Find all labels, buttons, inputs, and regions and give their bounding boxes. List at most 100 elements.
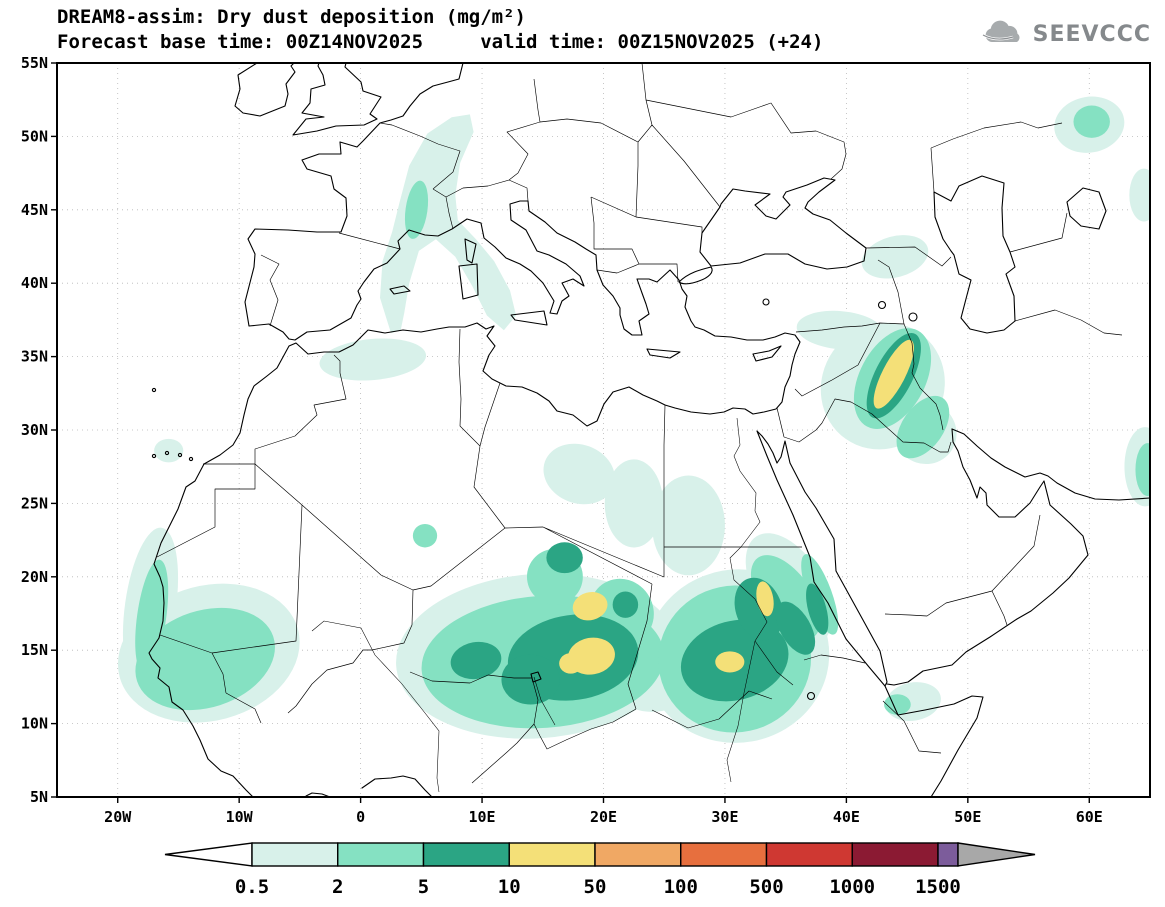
coast-gulf-of-guinea bbox=[305, 775, 433, 797]
coast-eurafrica bbox=[148, 63, 801, 797]
island-canary-1 bbox=[151, 453, 157, 459]
colorbar-tick-label: 5 bbox=[418, 876, 429, 898]
lat-tick-label: 50N bbox=[21, 127, 48, 145]
colorbar-tick-label: 1500 bbox=[915, 876, 961, 898]
lat-tick-label: 45N bbox=[21, 201, 48, 219]
island-canary-2 bbox=[164, 450, 170, 456]
lake-urmia bbox=[908, 312, 918, 322]
lat-tick-label: 40N bbox=[21, 274, 48, 292]
dust-region-chad-yellow-north bbox=[572, 591, 608, 621]
dust-region-canary-pale bbox=[154, 438, 184, 463]
colorbar: 0.5 2 5 10 50 100 500 1000 1500 bbox=[164, 842, 1036, 898]
dust-region-chad-yellow-west bbox=[559, 653, 583, 674]
dust-region-djibouti-mint bbox=[884, 694, 911, 715]
dust-deposition-fills bbox=[117, 96, 1150, 743]
lon-tick-label: 50E bbox=[954, 808, 981, 826]
island-mallorca bbox=[389, 285, 411, 295]
colorbar-segment bbox=[594, 842, 682, 867]
borders-middle-east bbox=[776, 246, 1123, 626]
colorbar-above-arrow bbox=[957, 842, 1036, 867]
dust-region-east-edge-mint bbox=[1135, 443, 1150, 497]
dust-region-iraq-yellow bbox=[873, 339, 914, 409]
coast-black-sea bbox=[699, 177, 867, 270]
lon-tick-label: 10E bbox=[469, 808, 496, 826]
coast-great-britain bbox=[292, 63, 382, 136]
country-borders bbox=[156, 63, 1123, 784]
dust-region-hoggar-mint bbox=[412, 523, 438, 548]
dust-region-caucasus-pale bbox=[861, 235, 929, 279]
coast-arabia bbox=[886, 428, 1089, 686]
coast-marmara bbox=[678, 266, 713, 285]
coast-caspian-sea bbox=[933, 175, 1016, 334]
colorbar-segment bbox=[251, 842, 339, 867]
lake-tuz bbox=[762, 298, 770, 306]
dust-region-senegal-coast-mint bbox=[135, 559, 169, 674]
colorbar-tick-label: 50 bbox=[584, 876, 607, 898]
lat-tick-label: 30N bbox=[21, 421, 48, 439]
colorbar-below-arrow bbox=[164, 842, 253, 867]
island-sicily bbox=[510, 310, 548, 326]
island-canary-3 bbox=[177, 452, 183, 458]
island-cyprus bbox=[752, 345, 782, 362]
lake-tana bbox=[806, 691, 816, 701]
island-canary-4 bbox=[188, 456, 194, 462]
colorbar-segment bbox=[337, 842, 425, 867]
logo-text: SEEVCCC bbox=[1032, 21, 1151, 47]
forecast-time-line: Forecast base time: 00Z14NOV2025 valid t… bbox=[57, 31, 824, 53]
colorbar-tick-label: 500 bbox=[749, 876, 783, 898]
page-title: DREAM8-assim: Dry dust deposition (mg/m²… bbox=[57, 6, 526, 28]
island-madeira bbox=[151, 387, 157, 393]
colorbar-tick-label: 1000 bbox=[829, 876, 875, 898]
cloud-icon bbox=[982, 20, 1020, 42]
dust-region-kassala-green bbox=[775, 601, 816, 655]
island-corsica bbox=[464, 238, 477, 264]
dust-region-nigeria-green bbox=[501, 654, 560, 705]
lon-tick-label: 60E bbox=[1076, 808, 1103, 826]
lat-tick-label: 20N bbox=[21, 568, 48, 586]
colorbar-segment bbox=[680, 842, 768, 867]
dust-region-gulf-mint bbox=[896, 395, 950, 459]
lat-tick-label: 35N bbox=[21, 348, 48, 366]
colorbar-segment bbox=[422, 842, 510, 867]
coast-aral-sea bbox=[1066, 187, 1107, 230]
dust-region-rhone-mint bbox=[404, 180, 429, 239]
dust-region-east-edge-upper-pale bbox=[1129, 168, 1150, 222]
colorbar-segment bbox=[765, 842, 853, 867]
dust-region-sudan-yellow-north bbox=[756, 581, 774, 617]
rivers bbox=[311, 417, 794, 793]
lon-tick-label: 0 bbox=[356, 808, 365, 826]
borders-europe bbox=[260, 63, 1068, 327]
colorbar-tick-label: 100 bbox=[664, 876, 698, 898]
niger-river bbox=[311, 620, 440, 793]
dust-region-ne-corner-mint bbox=[1073, 105, 1110, 138]
borders-africa bbox=[156, 328, 942, 784]
dust-region-libya-patch-1 bbox=[543, 443, 615, 505]
lat-tick-label: 25N bbox=[21, 494, 48, 512]
seevccc-logo: SEEVCCC bbox=[981, 20, 1151, 48]
dust-region-egypt-patch bbox=[652, 475, 725, 576]
graticule bbox=[57, 63, 1150, 797]
dust-region-niger-green bbox=[450, 641, 502, 680]
island-crete bbox=[646, 348, 681, 359]
colorbar-tick-label: 0.5 bbox=[235, 876, 269, 898]
dust-region-libya-patch-2 bbox=[604, 459, 664, 548]
coast-ireland bbox=[234, 63, 296, 117]
dust-region-se-turkey-pale bbox=[796, 310, 884, 350]
lon-tick-label: 30E bbox=[711, 808, 738, 826]
dust-region-sudan-yellow-west bbox=[715, 651, 745, 673]
lat-tick-label: 15N bbox=[21, 641, 48, 659]
colorbar-segment bbox=[937, 842, 959, 867]
lat-tick-label: 10N bbox=[21, 715, 48, 733]
colorbar-segment bbox=[851, 842, 939, 867]
dust-region-west-africa-mint bbox=[135, 607, 275, 711]
island-sardinia bbox=[458, 263, 479, 300]
dust-region-atlas-pale bbox=[319, 338, 427, 381]
coast-red-sea bbox=[756, 430, 888, 687]
lake-van bbox=[877, 300, 887, 310]
chari-river bbox=[533, 676, 556, 726]
lon-tick-label: 10W bbox=[226, 808, 254, 826]
dust-region-ennedi-green bbox=[612, 591, 639, 618]
dust-region-europe-band bbox=[380, 114, 517, 334]
